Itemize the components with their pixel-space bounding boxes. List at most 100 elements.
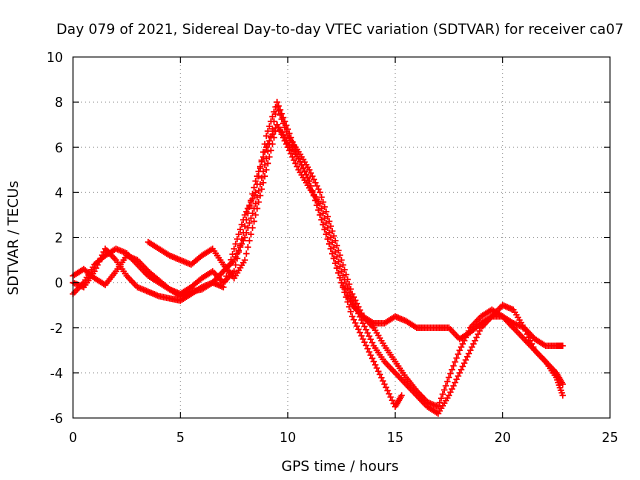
y-tick-label: 6 — [55, 141, 63, 156]
data-point — [373, 364, 380, 372]
data-point — [349, 313, 356, 320]
axis-ticks: 0 5 10 15 20 25 -6 -4 -2 0 2 4 6 8 10 — [46, 51, 618, 446]
data-point — [315, 185, 322, 193]
data-point — [243, 250, 250, 257]
data-point — [312, 197, 319, 204]
data-point — [350, 316, 357, 323]
data-point — [264, 160, 272, 167]
data-point — [559, 342, 566, 349]
data-point — [445, 392, 453, 399]
data-point — [335, 269, 342, 277]
data-point — [258, 158, 265, 165]
data-point — [388, 397, 396, 404]
data-point — [252, 177, 259, 185]
data-point — [276, 111, 284, 119]
data-point — [344, 284, 351, 292]
data-point — [465, 350, 473, 357]
data-point — [261, 148, 268, 156]
data-point — [456, 369, 463, 377]
data-point — [342, 289, 350, 296]
data-point — [448, 366, 456, 373]
data-point — [306, 166, 313, 174]
data-point — [281, 124, 288, 131]
data-point — [286, 147, 293, 154]
data-point — [461, 360, 468, 367]
data-point — [339, 282, 347, 290]
data-point — [382, 384, 390, 391]
data-point — [244, 243, 252, 251]
data-point — [462, 356, 469, 364]
grid — [73, 57, 610, 418]
data-point — [381, 380, 388, 388]
data-point — [338, 279, 345, 286]
data-point — [447, 370, 454, 377]
data-point — [295, 155, 302, 162]
y-tick-label: -2 — [50, 322, 63, 337]
data-point — [372, 361, 379, 369]
data-point — [315, 206, 322, 214]
data-point — [266, 137, 273, 145]
data-point — [269, 131, 276, 138]
data-point — [238, 235, 245, 243]
data-point — [319, 221, 327, 228]
data-point — [306, 177, 313, 185]
data-point — [368, 339, 376, 346]
data-point — [292, 160, 299, 167]
y-tick-label: -6 — [50, 412, 63, 427]
data-point — [260, 153, 267, 161]
data-point — [307, 182, 315, 190]
data-point — [318, 216, 325, 223]
data-point — [367, 336, 374, 343]
data-point — [361, 323, 368, 330]
data-point — [364, 345, 371, 352]
data-point — [442, 382, 450, 389]
data-point — [298, 161, 305, 169]
data-point — [237, 242, 244, 249]
data-point — [559, 380, 566, 388]
data-point — [263, 166, 270, 174]
data-point — [445, 374, 453, 381]
data-point — [304, 174, 311, 182]
data-point — [301, 168, 308, 175]
data-point — [365, 348, 373, 356]
data-point — [450, 382, 457, 389]
data-point — [269, 140, 276, 148]
data-point — [364, 329, 371, 337]
data-point — [376, 371, 384, 378]
data-point — [278, 116, 285, 123]
data-point — [347, 298, 354, 306]
data-point — [438, 395, 445, 402]
data-point — [310, 176, 318, 183]
data-point — [275, 107, 282, 115]
data-point — [273, 103, 281, 110]
data-point — [356, 329, 364, 336]
data-point — [235, 231, 242, 238]
data-point — [260, 179, 267, 186]
data-point — [457, 366, 465, 373]
data-point — [247, 214, 255, 222]
data-point — [361, 339, 368, 346]
data-point — [266, 153, 273, 161]
data-point — [309, 173, 316, 180]
data-point — [362, 326, 370, 333]
y-tick-label: 2 — [55, 232, 63, 247]
data-point — [359, 335, 367, 343]
data-point — [253, 173, 261, 180]
data-point — [470, 340, 477, 348]
data-point — [387, 393, 394, 401]
data-point — [237, 226, 244, 233]
data-point — [345, 295, 353, 302]
data-point — [252, 211, 259, 219]
data-point — [330, 255, 338, 262]
data-point — [439, 390, 446, 398]
data-point — [333, 264, 341, 272]
y-tick-label: 10 — [46, 51, 63, 66]
data-point — [453, 354, 460, 362]
data-point — [233, 255, 241, 262]
data-point — [355, 326, 362, 333]
data-point — [316, 189, 324, 196]
data-point — [332, 260, 339, 267]
data-point — [321, 226, 328, 233]
data-point — [250, 218, 258, 225]
